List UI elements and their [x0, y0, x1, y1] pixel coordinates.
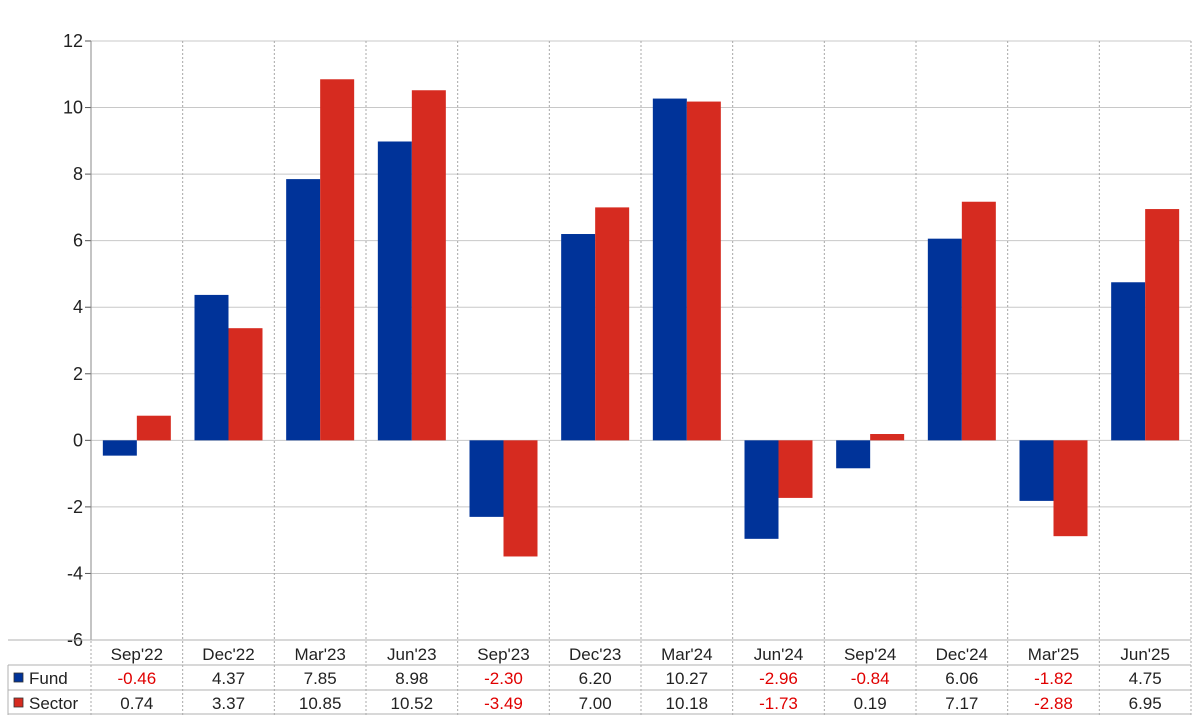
bar-fund-12 — [1111, 282, 1146, 441]
y-tick-label: 2 — [73, 364, 83, 384]
bar-fund-3 — [286, 179, 321, 441]
data-label-sector: 0.19 — [854, 694, 887, 713]
y-tick-label: 12 — [63, 31, 83, 51]
data-label-sector: 10.85 — [299, 694, 342, 713]
data-label-fund: 4.37 — [212, 669, 245, 688]
data-table: Sep'22 Dec'22 Mar'23 Jun'23 Sep'23 Dec'23 Mar'… — [7, 639, 1191, 715]
data-label-fund: 6.06 — [945, 669, 978, 688]
bar-fund-4 — [377, 141, 412, 441]
bar-sector-6 — [595, 207, 630, 441]
x-category-label: Dec'23 — [569, 645, 621, 664]
x-category-label: Sep'24 — [844, 645, 896, 664]
bar-fund-9 — [836, 440, 871, 469]
data-label-sector: 7.17 — [945, 694, 978, 713]
x-category-label: Jun'25 — [1120, 645, 1170, 664]
bar-sector-10 — [961, 201, 996, 441]
x-category-label: Jun'24 — [754, 645, 804, 664]
legend-key-fund — [13, 672, 24, 683]
data-label-sector: 10.52 — [391, 694, 434, 713]
data-label-sector: -3.49 — [484, 694, 523, 713]
bar-fund-5 — [469, 440, 504, 517]
bar-sector-5 — [503, 440, 538, 557]
data-label-fund: -1.82 — [1034, 669, 1073, 688]
bar-sector-8 — [778, 440, 813, 498]
data-label-fund: -2.96 — [759, 669, 798, 688]
data-label-fund: -0.46 — [117, 669, 156, 688]
legend-key-sector — [13, 697, 24, 708]
y-tick-label: 0 — [73, 430, 83, 450]
y-tick-label: 8 — [73, 164, 83, 184]
bar-sector-7 — [686, 101, 721, 441]
bar-sector-1 — [136, 415, 171, 441]
data-label-sector: 0.74 — [120, 694, 153, 713]
data-label-sector: 6.95 — [1129, 694, 1162, 713]
y-tick-label: -4 — [67, 563, 83, 583]
data-label-sector: 7.00 — [579, 694, 612, 713]
bar-sector-12 — [1145, 209, 1180, 441]
bar-fund-6 — [561, 234, 596, 441]
bar-sector-9 — [870, 434, 905, 441]
data-label-fund: 7.85 — [304, 669, 337, 688]
x-category-label: Dec'24 — [936, 645, 988, 664]
x-category-label: Mar'25 — [1028, 645, 1079, 664]
data-label-fund: 4.75 — [1129, 669, 1162, 688]
bars — [102, 79, 1180, 557]
data-label-sector: -1.73 — [759, 694, 798, 713]
legend-label-fund: Fund — [29, 669, 68, 688]
y-tick-label: 10 — [63, 98, 83, 118]
bar-sector-4 — [411, 90, 446, 441]
data-label-fund: -2.30 — [484, 669, 523, 688]
bar-fund-7 — [652, 98, 687, 441]
y-tick-label: -2 — [67, 497, 83, 517]
data-label-fund: 6.20 — [579, 669, 612, 688]
x-category-label: Mar'24 — [661, 645, 712, 664]
bar-fund-1 — [102, 440, 137, 456]
bar-sector-11 — [1053, 440, 1088, 537]
x-category-label: Mar'23 — [294, 645, 345, 664]
legend-label-sector: Sector — [29, 694, 78, 713]
bar-fund-10 — [927, 238, 962, 441]
bar-fund-8 — [744, 440, 779, 539]
bar-fund-11 — [1019, 440, 1054, 501]
data-label-sector: 10.18 — [666, 694, 709, 713]
y-tick-label: 6 — [73, 231, 83, 251]
bar-sector-3 — [320, 79, 355, 441]
bar-fund-2 — [194, 294, 229, 441]
data-label-sector: 3.37 — [212, 694, 245, 713]
x-category-label: Dec'22 — [202, 645, 254, 664]
bar-sector-2 — [228, 328, 263, 441]
data-label-sector: -2.88 — [1034, 694, 1073, 713]
x-category-label: Sep'23 — [477, 645, 529, 664]
x-category-label: Sep'22 — [111, 645, 163, 664]
data-label-fund: -0.84 — [851, 669, 890, 688]
x-category-label: Jun'23 — [387, 645, 437, 664]
data-label-fund: 10.27 — [666, 669, 709, 688]
data-label-fund: 8.98 — [395, 669, 428, 688]
y-tick-label: 4 — [73, 297, 83, 317]
